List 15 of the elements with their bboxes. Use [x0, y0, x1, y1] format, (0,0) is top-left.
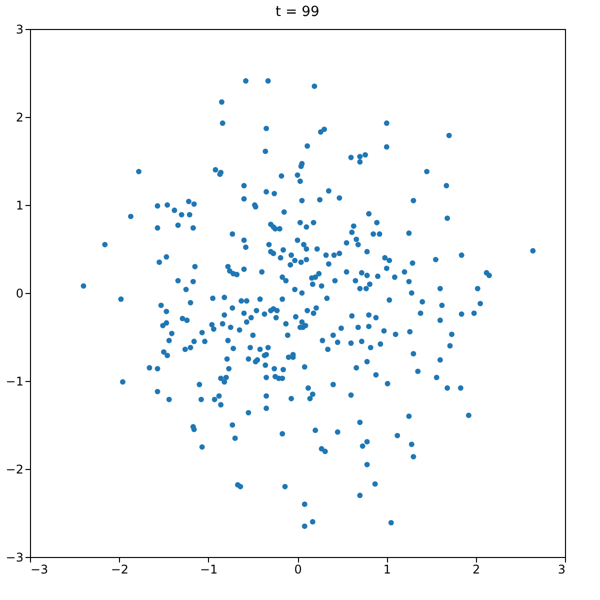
y-tick-label: 3	[16, 22, 24, 36]
y-tick-label: −2	[6, 462, 24, 476]
x-tick-label: −1	[200, 562, 218, 576]
chart-title: t = 99	[276, 4, 320, 20]
x-tick-label: 2	[472, 562, 480, 576]
y-tick-label: −3	[6, 550, 24, 564]
x-tick-label: 0	[294, 562, 302, 576]
y-tick-label: −1	[6, 374, 24, 388]
x-tick-label: −3	[30, 562, 48, 576]
y-tick-label: 1	[16, 198, 24, 212]
x-tick-label: −2	[110, 562, 129, 576]
x-tick-label: 1	[383, 562, 391, 576]
y-tick-label: 2	[16, 110, 24, 124]
y-tick-label: 0	[16, 286, 24, 300]
x-tick-label: 3	[558, 562, 566, 576]
